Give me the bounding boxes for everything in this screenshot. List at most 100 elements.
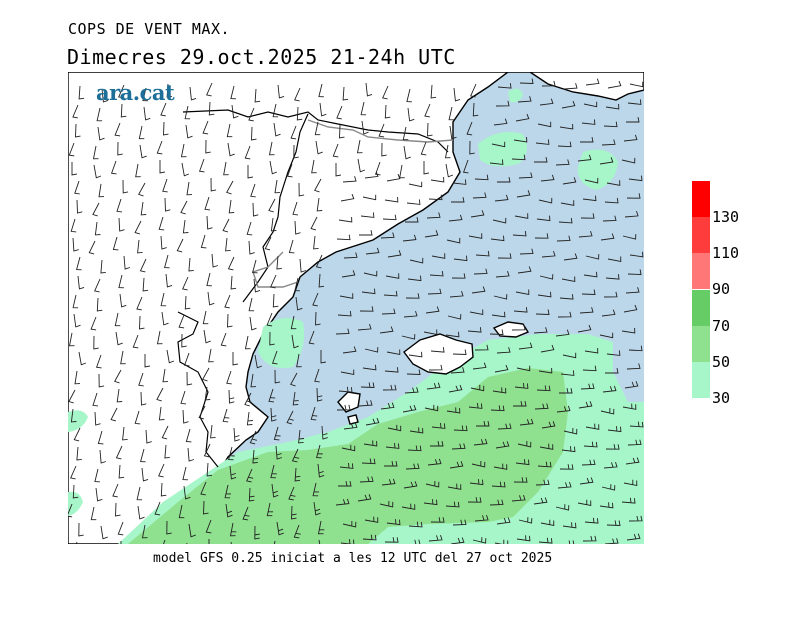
wind-barb [337,310,352,317]
wind-barb [539,274,554,280]
wind-barb [511,324,526,331]
wind-barb [183,352,190,367]
wind-barb [381,478,396,486]
wind-barb [450,367,465,374]
wind-barb [583,441,598,448]
wind-barb [276,521,284,536]
wind-barb [580,213,595,219]
wind-barb [625,457,640,465]
wind-barb [519,248,534,255]
wind-barb [189,86,197,101]
wind-barb [450,537,465,544]
wind-barb [220,332,227,347]
wind-barb [425,480,440,488]
wind-barb [555,329,570,337]
wind-barb [78,351,87,366]
wind-barb [313,501,321,516]
wind-barb [291,448,300,463]
wind-barb [71,162,77,176]
wind-barb [77,275,85,290]
wind-barb [206,462,213,477]
wind-barb [387,424,402,432]
wind-barb [601,309,616,317]
wind-barb [182,409,189,424]
wind-barb [321,425,328,440]
wind-barb [362,534,377,541]
wind-barb [72,484,79,499]
wind-barb [343,422,358,430]
wind-barb [560,200,575,206]
wind-barb [254,354,263,369]
wind-barb [317,463,325,478]
wind-barb [622,403,637,410]
wind-barb [379,326,394,334]
wind-barb [365,417,380,426]
wind-barb [578,401,593,409]
wind-barb [361,288,376,295]
aracat-logo[interactable]: ara.cat [96,80,175,105]
wind-barb [202,120,209,135]
wind-barb [268,141,275,156]
wind-barb [359,230,373,236]
wind-barb [74,180,80,195]
wind-barb [270,464,277,479]
wind-barb [75,123,81,138]
wind-barb [403,481,418,489]
wind-barb [424,103,431,118]
wind-barb [90,316,97,331]
wind-barb [205,139,211,154]
wind-barb [426,382,441,390]
wind-barb [251,126,257,141]
wind-barb [452,519,467,526]
wind-barb [342,520,357,528]
wind-barb [156,387,164,402]
legend-label: 110 [712,244,740,263]
wind-barb [110,407,118,422]
border-catalonia [182,109,449,153]
wind-barb [253,278,261,293]
wind-barb [294,87,301,102]
wind-barb [211,253,219,268]
wind-barb [246,221,253,236]
wind-barb [182,219,189,234]
wind-barb [603,121,618,128]
wind-barb [226,123,233,138]
wind-barb [423,499,438,506]
wind-barb [70,408,77,423]
wind-barb [335,328,350,335]
wind-barb [295,296,303,311]
wind-barb [517,96,532,103]
wind-barb [244,392,252,407]
wind-barb [558,217,573,224]
wind-barb [340,369,355,376]
wind-barb [605,368,619,374]
wind-barb [361,120,369,135]
wind-barb [161,311,169,326]
wind-zone-30-spot-e [68,491,83,516]
wind-barb [386,519,401,526]
wind-barb [362,364,377,371]
wind-barb [431,253,446,259]
wind-barb [202,310,209,325]
wind-barb [540,174,555,182]
wind-barb [555,159,570,166]
wind-barb [226,370,232,385]
wind-barb [577,499,592,507]
island-ibiza [337,391,361,413]
wind-barb [448,214,463,222]
wind-barb [92,392,99,407]
wind-barb [445,501,460,508]
wind-barb [94,221,101,236]
wind-barb [579,477,594,485]
wind-barb [453,87,461,102]
wind-barb [340,539,355,544]
wind-barb [184,295,191,310]
wind-barb [203,329,211,344]
wind-barb [405,293,420,299]
wind-barb [407,107,415,122]
wind-barb [274,179,281,194]
wind-barb [293,524,301,539]
wind-barb [469,479,484,486]
wind-barb [469,140,475,155]
wind-barb [471,460,486,468]
